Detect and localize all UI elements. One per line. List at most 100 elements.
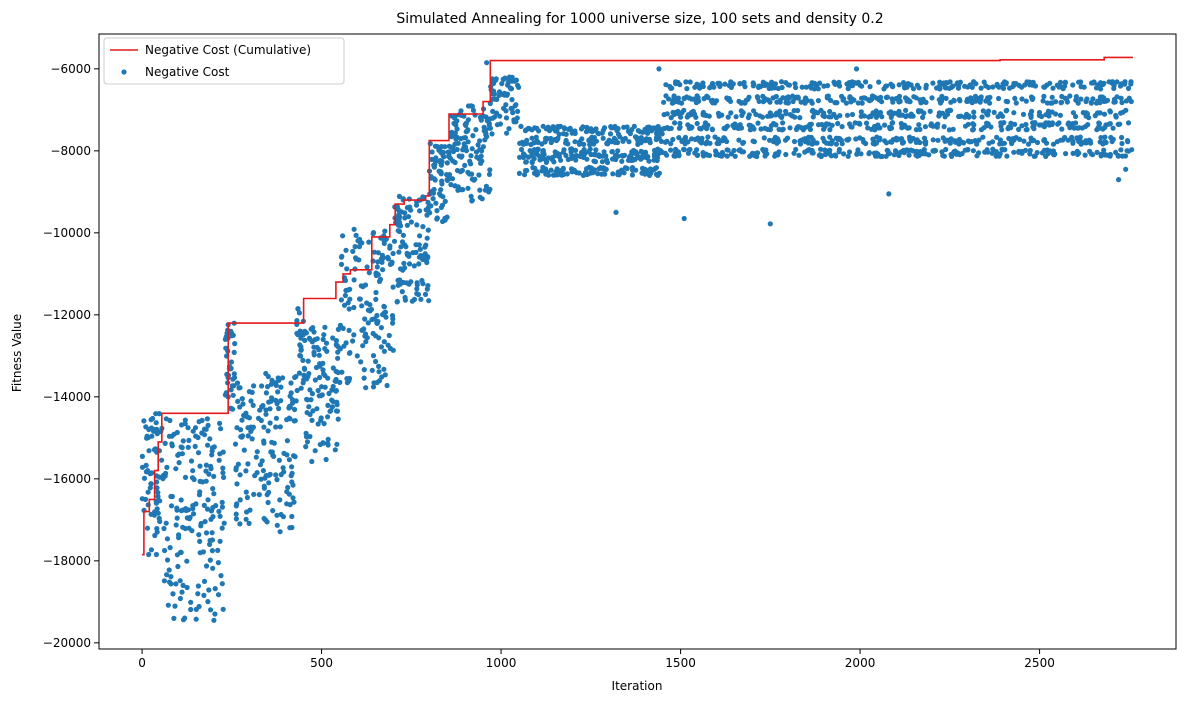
scatter-point [1070,150,1076,156]
scatter-point [469,171,475,177]
scatter-point [458,136,464,142]
scatter-point [278,472,284,478]
scatter-point [883,140,890,146]
scatter-point [866,150,873,156]
scatter-point [920,114,926,120]
scatter-point [1059,126,1065,132]
scatter-point [306,371,312,377]
scatter-point [1065,137,1071,143]
scatter-point [899,136,905,142]
scatter-point [320,440,326,446]
scatter-point [452,130,458,136]
scatter-point [260,403,266,409]
scatter-point [971,79,977,85]
scatter-point [658,138,665,144]
scatter-point [671,111,677,117]
scatter-point [346,306,352,312]
scatter-point [178,444,184,450]
scatter-point [675,79,681,85]
scatter-point [288,380,294,386]
scatter-point [280,514,286,520]
scatter-point [663,82,669,88]
scatter-point [374,312,380,319]
scatter-point [144,525,151,531]
scatter-point [1021,138,1027,144]
scatter-point [478,160,484,166]
scatter-point [476,172,482,178]
scatter-point [209,445,215,451]
x-tick-label: 2500 [1024,656,1055,670]
scatter-point [1070,140,1076,146]
scatter-point [741,79,747,86]
scatter-point [434,215,440,221]
scatter-point [705,134,711,140]
scatter-point [970,127,976,133]
scatter-point [604,159,611,166]
scatter-point [304,396,310,402]
scatter-point [422,291,429,297]
scatter-point [929,95,935,101]
scatter-point [270,508,276,514]
scatter-point [192,425,199,431]
scatter-point [338,297,344,303]
scatter-point [261,515,267,522]
scatter-point [770,137,777,143]
scatter-point [583,129,590,135]
scatter-point [682,141,688,147]
scatter-point [168,581,174,587]
scatter-point [196,532,202,538]
scatter-point [565,156,571,163]
scatter-point [203,563,210,569]
scatter-point [205,422,211,428]
scatter-point [901,147,907,153]
scatter-point [808,98,814,104]
scatter-point [822,123,828,130]
scatter-point [400,232,406,238]
scatter-point [978,94,984,100]
scatter-point [265,384,271,390]
scatter-point [182,421,188,427]
scatter-point [685,150,692,156]
scatter-point [249,436,255,442]
scatter-point [847,94,853,100]
scatter-point [320,360,326,366]
scatter-point [436,168,442,174]
scatter-point [1013,81,1019,87]
scatter-point [1031,126,1037,132]
scatter-point [970,148,977,154]
scatter-point [664,111,670,117]
scatter-point [270,452,276,458]
scatter-point [405,214,412,220]
scatter-point [205,442,211,448]
scatter-point [286,457,292,463]
scatter-point [887,126,893,132]
scatter-point [310,325,316,331]
scatter-point [211,617,217,623]
scatter-point [386,332,392,339]
scatter-point [343,247,349,253]
scatter-point [755,95,761,101]
scatter-point [394,299,400,305]
scatter-point [792,114,798,120]
scatter-point [326,390,332,397]
scatter-point [910,86,917,92]
scatter-point [1019,123,1025,129]
scatter-point [370,231,376,237]
scatter-point [273,415,279,421]
scatter-point [473,149,480,155]
scatter-point [332,447,338,453]
scatter-point [1119,81,1126,87]
scatter-point [1077,134,1083,140]
scatter-point [553,137,559,143]
scatter-point [737,81,743,87]
scatter-point [433,155,439,161]
scatter-point [204,506,211,512]
scatter-point [263,473,269,479]
scatter-point [292,374,298,380]
scatter-point [708,98,715,104]
scatter-point [755,120,761,126]
scatter-point [248,428,254,434]
scatter-point [397,223,404,229]
scatter-point [303,434,310,440]
scatter-point [381,238,387,244]
